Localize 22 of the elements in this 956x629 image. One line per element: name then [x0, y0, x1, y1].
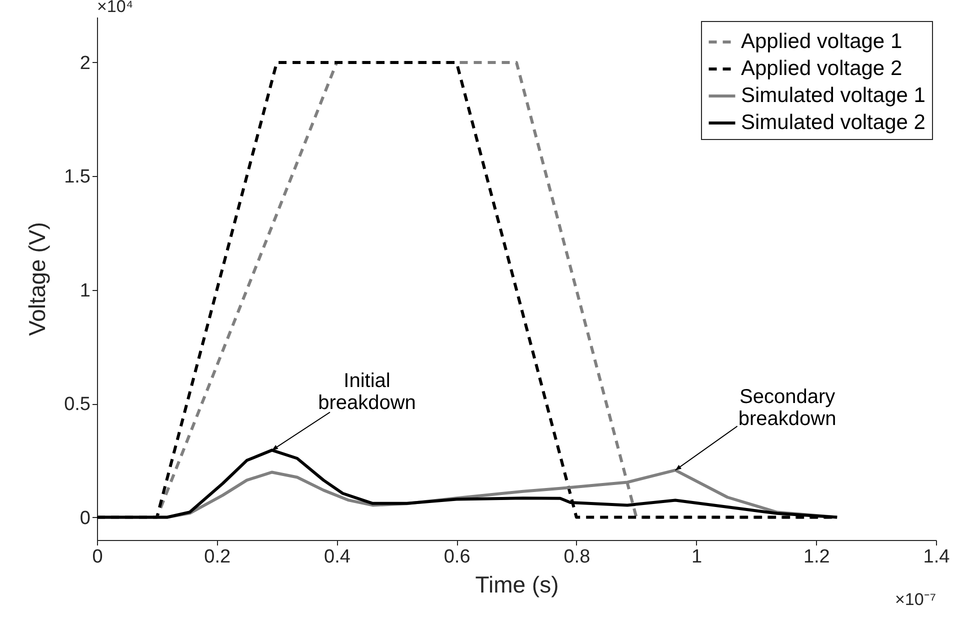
- x-tick-label: 0.6: [444, 546, 470, 568]
- y-tick-label: 1: [80, 280, 90, 302]
- x-tick-label: 1.2: [803, 546, 830, 568]
- legend-label: Simulated voltage 2: [741, 111, 926, 134]
- x-tick-label: 0.8: [564, 546, 590, 568]
- x-tick-label: 1.4: [923, 546, 950, 568]
- annotation: Secondary breakdown: [738, 386, 836, 430]
- y-axis-title: Voltage (V): [24, 222, 50, 336]
- y-tick-label: 0.5: [64, 394, 90, 416]
- text: ×10⁻⁷: [895, 590, 936, 609]
- legend-label: Applied voltage 1: [741, 30, 902, 53]
- annotation: Initial breakdown: [318, 370, 416, 414]
- x-tick-label: 0.4: [324, 546, 351, 568]
- y-tick-label: 1.5: [64, 166, 90, 188]
- legend-label: Simulated voltage 1: [741, 84, 926, 107]
- x-tick-label: 1: [691, 546, 702, 568]
- y-tick-label: 0: [80, 508, 90, 529]
- y-tick-label: 2: [80, 52, 90, 74]
- legend-label: Applied voltage 2: [741, 57, 902, 80]
- text: ×10⁴: [97, 0, 134, 16]
- x-tick-label: 0.2: [204, 546, 231, 568]
- x-axis-title: Time (s): [475, 572, 559, 598]
